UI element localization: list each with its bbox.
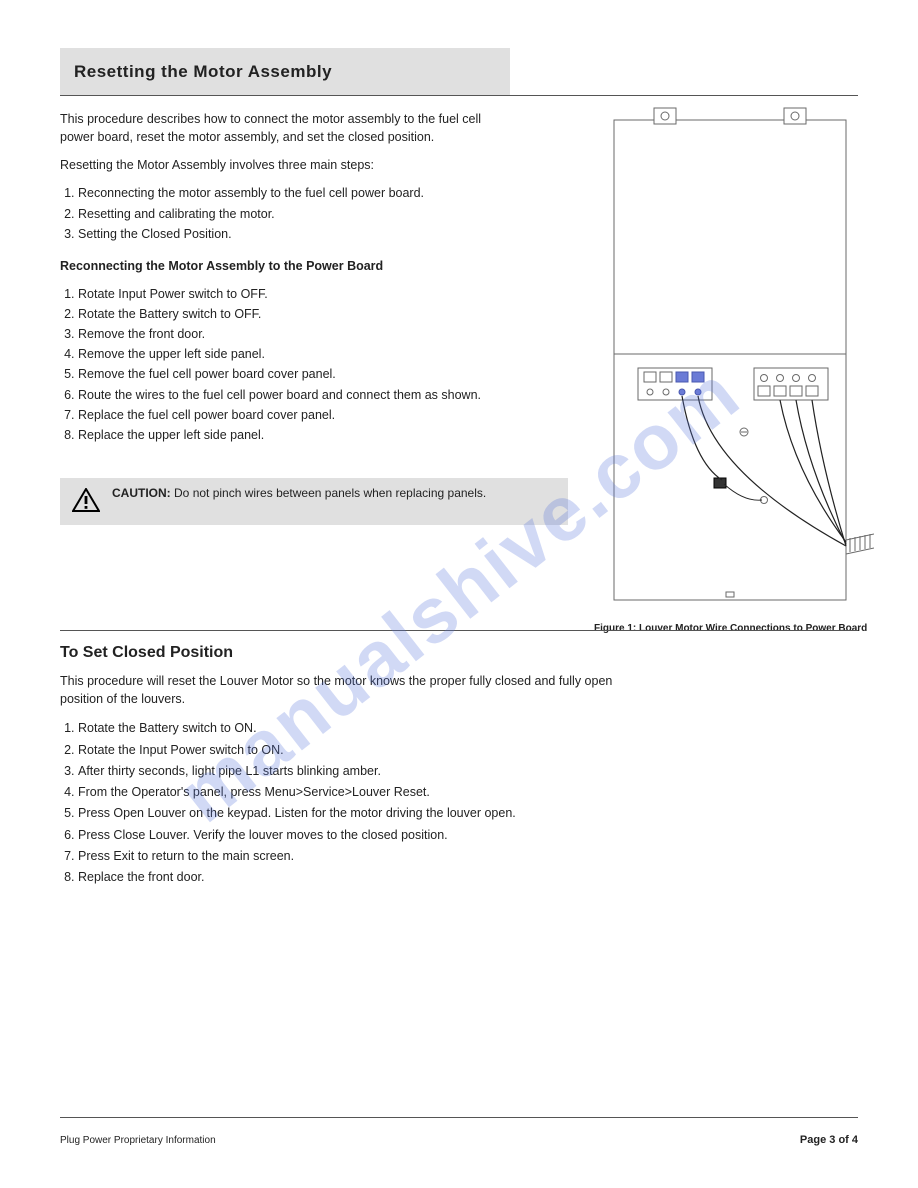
list-intro: Resetting the Motor Assembly involves th… — [60, 156, 500, 174]
section-2-intro: This procedure will reset the Louver Mot… — [60, 672, 620, 708]
sub-step: Replace the fuel cell power board cover … — [78, 406, 500, 424]
sub-step: Route the wires to the fuel cell power b… — [78, 386, 500, 404]
rule-top — [60, 95, 858, 96]
step: Press Open Louver on the keypad. Listen … — [78, 803, 620, 824]
main-step: Resetting and calibrating the motor. — [78, 205, 500, 223]
caution-text-wrap: CAUTION: Do not pinch wires between pane… — [112, 486, 486, 500]
sub-step: Replace the upper left side panel. — [78, 426, 500, 444]
rule-bottom — [60, 1117, 858, 1118]
intro-paragraph: This procedure describes how to connect … — [60, 110, 500, 146]
main-step: Reconnecting the motor assembly to the f… — [78, 184, 500, 202]
sub-steps-list: Rotate Input Power switch to OFF. Rotate… — [78, 285, 500, 444]
sub-step: Remove the upper left side panel. — [78, 345, 500, 363]
sub-heading: Reconnecting the Motor Assembly to the P… — [60, 257, 500, 275]
sub-step: Rotate the Battery switch to OFF. — [78, 305, 500, 323]
step: Press Close Louver. Verify the louver mo… — [78, 825, 620, 846]
section-2-steps: Rotate the Battery switch to ON. Rotate … — [78, 718, 620, 888]
step: Rotate the Input Power switch to ON. — [78, 740, 620, 761]
caution-body: Do not pinch wires between panels when r… — [174, 486, 486, 500]
step: Press Exit to return to the main screen. — [78, 846, 620, 867]
step: After thirty seconds, light pipe L1 star… — [78, 761, 620, 782]
step: Replace the front door. — [78, 867, 620, 888]
sub-step: Remove the fuel cell power board cover p… — [78, 365, 500, 383]
main-steps-list: Reconnecting the motor assembly to the f… — [78, 184, 500, 242]
rule-mid — [60, 630, 858, 631]
warning-icon — [72, 488, 100, 517]
step: Rotate the Battery switch to ON. — [78, 718, 620, 739]
footer-left: Plug Power Proprietary Information — [60, 1135, 216, 1146]
figure: Figure 1: Louver Motor Wire Connections … — [594, 102, 874, 634]
section-body: This procedure describes how to connect … — [60, 110, 500, 454]
section-2-heading: To Set Closed Position — [60, 644, 620, 662]
figure-caption: Figure 1: Louver Motor Wire Connections … — [594, 623, 874, 634]
sub-step: Rotate Input Power switch to OFF. — [78, 285, 500, 303]
section-heading: Resetting the Motor Assembly — [74, 62, 332, 82]
caution-box: CAUTION: Do not pinch wires between pane… — [60, 478, 568, 525]
section-2: To Set Closed Position This procedure wi… — [60, 644, 620, 888]
step: From the Operator's panel, press Menu>Se… — [78, 782, 620, 803]
main-step: Setting the Closed Position. — [78, 225, 500, 243]
figure-svg — [594, 102, 874, 612]
section-heading-bar: Resetting the Motor Assembly — [60, 48, 510, 96]
footer-right: Page 3 of 4 — [800, 1134, 858, 1146]
caution-label: CAUTION: — [112, 486, 171, 500]
sub-step: Remove the front door. — [78, 325, 500, 343]
